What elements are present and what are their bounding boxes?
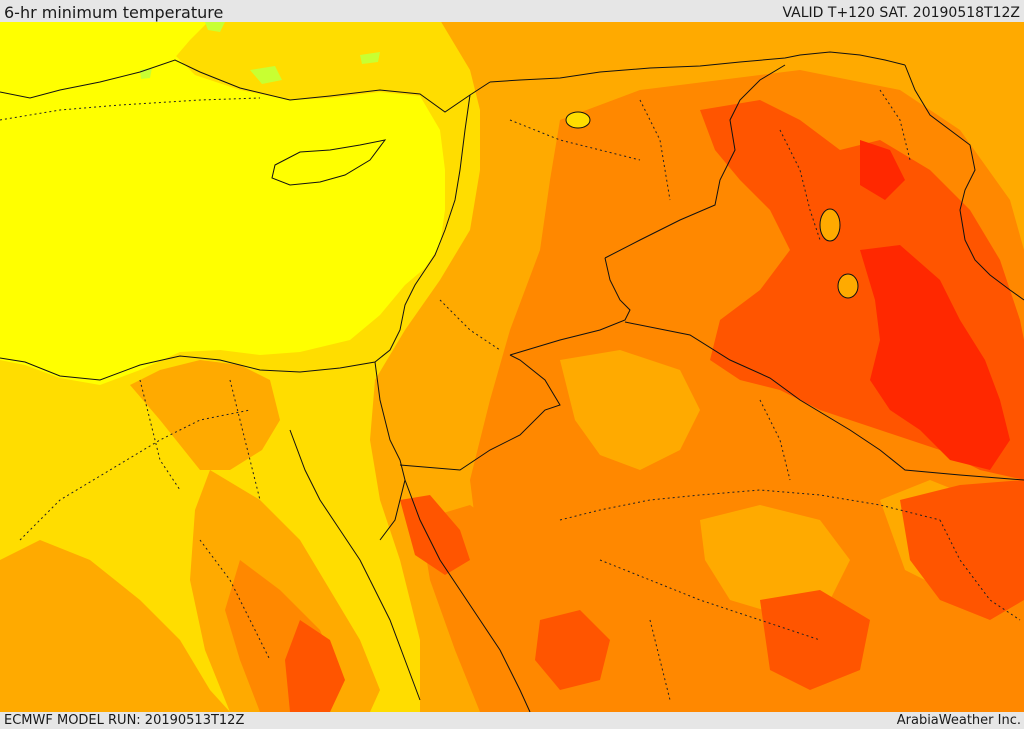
temperature-band-red xyxy=(860,245,1010,470)
lake-shape xyxy=(819,208,841,242)
temperature-band-dark-orange xyxy=(760,590,870,690)
country-borders xyxy=(0,51,1024,712)
temperature-band-dark-orange xyxy=(400,495,470,575)
temperature-band-green xyxy=(360,52,380,64)
temperature-band-light-orange xyxy=(0,540,230,712)
map-title: 6-hr minimum temperature xyxy=(4,3,224,22)
lake-shape xyxy=(837,273,859,299)
temperature-band-light-orange xyxy=(560,350,700,470)
valid-time-label: VALID T+120 SAT. 20190518T12Z xyxy=(782,5,1020,21)
brand-label: ArabiaWeather Inc. xyxy=(896,713,1021,728)
temperature-band-dark-orange xyxy=(535,610,610,690)
temperature-band-green xyxy=(205,22,225,32)
temperature-band-red xyxy=(860,140,905,200)
lake-shape xyxy=(565,111,591,129)
map-footer: ECMWF MODEL RUN: 20190513T12Z ArabiaWeat… xyxy=(0,712,1024,729)
temperature-band-dark-orange xyxy=(285,620,345,712)
temperature-map xyxy=(0,20,1024,712)
map-header: 6-hr minimum temperature VALID T+120 SAT… xyxy=(0,0,1024,22)
temperature-band-light-orange xyxy=(700,505,850,615)
temperature-band-light-orange xyxy=(130,360,280,470)
model-run-label: ECMWF MODEL RUN: 20190513T12Z xyxy=(4,713,245,728)
temperature-band-yellow xyxy=(0,20,1024,385)
temperature-band-green xyxy=(250,66,282,84)
province-boundaries xyxy=(0,89,1021,701)
temperature-band-dark-orange xyxy=(900,480,1024,620)
